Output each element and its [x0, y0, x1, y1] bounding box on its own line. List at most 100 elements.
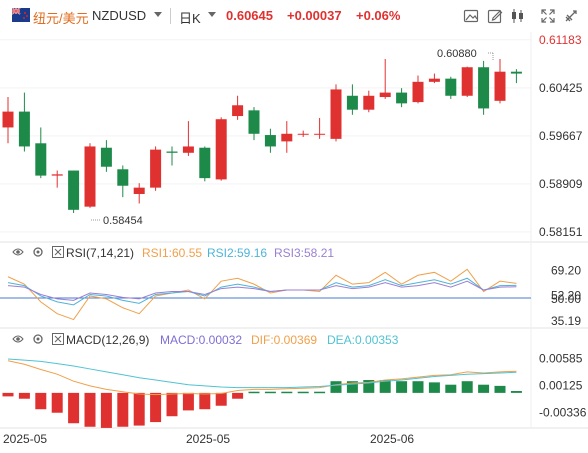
macd-bar	[330, 381, 342, 393]
macd-bar	[363, 380, 375, 393]
candle-body	[428, 78, 440, 82]
rsi-title: RSI(7,14,21)	[66, 246, 135, 260]
candle-body	[232, 105, 244, 117]
macd-bar	[51, 392, 63, 413]
candle-body	[68, 170, 80, 210]
rsi3-value: RSI3:58.21	[274, 246, 335, 260]
low-label: 0.58454	[103, 215, 143, 227]
candle-body	[297, 133, 309, 135]
macd-bar	[84, 392, 96, 427]
dea-line	[7, 358, 517, 389]
candle-body	[478, 67, 490, 109]
price-change: +0.00037	[287, 8, 342, 23]
macd-bar	[182, 392, 194, 411]
candle-body	[396, 92, 408, 104]
symbol-code[interactable]: NZDUSD	[92, 8, 147, 23]
macd-bar	[510, 391, 522, 393]
candle-body	[199, 147, 211, 179]
image-icon[interactable]	[463, 8, 479, 24]
macd-bar	[215, 392, 227, 406]
price-axis: 0.61183 0.60425 0.59667 0.58909 0.58151	[539, 33, 583, 239]
close-icon[interactable]	[52, 333, 64, 345]
symbol-name[interactable]: 纽元/美元	[33, 11, 89, 26]
macd-bar	[478, 384, 490, 393]
candle-body	[133, 187, 145, 194]
candle-body	[150, 149, 162, 188]
macd-bar	[461, 381, 473, 393]
candle-body	[330, 89, 342, 139]
macd-bar	[150, 392, 162, 423]
macd-bar	[346, 381, 358, 393]
candle-body	[314, 133, 326, 135]
price-axis-label: 0.60425	[539, 81, 583, 95]
symbol-dropdown-icon[interactable]	[154, 12, 162, 17]
candle-body	[494, 71, 506, 101]
macd-lines	[7, 358, 517, 396]
rsi1-value: RSI1:60.55	[142, 246, 203, 260]
rsi-axis-label: 52.20	[551, 289, 581, 303]
x-axis-label: 2025-06	[370, 432, 414, 446]
rsi-axis-label: 50.00	[551, 292, 581, 306]
macd-bar	[199, 392, 211, 410]
candle-body	[182, 146, 194, 153]
candle-body	[248, 110, 260, 134]
price-axis-label: 0.61183	[539, 33, 582, 47]
rsi2-line	[7, 277, 517, 306]
dif-line	[7, 360, 517, 396]
macd-bar	[100, 392, 112, 428]
high-label: 0.60880	[437, 48, 477, 60]
macd-bar	[18, 392, 30, 399]
rsi-axis-label: 35.19	[551, 314, 581, 328]
candle-body	[412, 81, 424, 103]
macd-axis: 0.00585 0.00125 -0.00336	[539, 352, 587, 420]
macd-bar	[2, 392, 14, 397]
macd-bar	[494, 385, 506, 393]
candle-body	[264, 135, 276, 147]
x-axis-label: 2025-05	[3, 432, 47, 446]
settings-icon[interactable]	[32, 333, 44, 345]
candles	[2, 59, 522, 213]
candle-body	[445, 78, 457, 96]
candle-body	[346, 95, 358, 110]
hide-icon[interactable]	[12, 246, 24, 258]
macd-histogram	[2, 380, 522, 428]
candle-body	[363, 95, 375, 110]
macd-bar	[35, 392, 47, 410]
candle-body	[215, 119, 227, 180]
candle-body	[166, 151, 178, 153]
period-dropdown-icon[interactable]	[208, 12, 216, 17]
macd-bar	[117, 392, 129, 427]
dif-value: DIF:0.00369	[251, 333, 318, 347]
candle-body	[2, 111, 14, 128]
nz-flag-icon	[12, 8, 30, 22]
settings-icon[interactable]	[32, 246, 44, 258]
rsi2-value: RSI2:59.16	[207, 246, 268, 260]
macd-bar	[248, 391, 260, 394]
period-selector[interactable]: 日K	[179, 11, 201, 26]
macd-title: MACD(12,26,9)	[66, 333, 150, 347]
candle-body	[461, 67, 473, 96]
macd-axis-label: -0.00336	[539, 406, 587, 420]
candle-body	[510, 71, 522, 74]
macd-bar	[281, 391, 293, 394]
toolbar-divider	[170, 8, 171, 24]
settings-icon[interactable]	[563, 8, 579, 24]
candle-body	[51, 174, 63, 176]
dea-value: DEA:0.00353	[327, 333, 399, 347]
candle-body	[379, 92, 391, 98]
macd-axis-label: 0.00585	[539, 352, 583, 366]
macd-bar	[314, 391, 326, 394]
macd-bar	[297, 391, 309, 394]
rsi1-line	[7, 268, 517, 321]
edit-icon[interactable]	[487, 8, 503, 24]
expand-icon[interactable]	[540, 8, 556, 24]
close-icon[interactable]	[52, 246, 64, 258]
macd-bar	[428, 382, 440, 393]
rsi-axis-label: 69.20	[551, 264, 581, 278]
hide-icon[interactable]	[12, 333, 24, 345]
macd-bar	[445, 384, 457, 393]
rsi-lines	[7, 268, 517, 321]
candle-icon[interactable]	[510, 8, 526, 24]
